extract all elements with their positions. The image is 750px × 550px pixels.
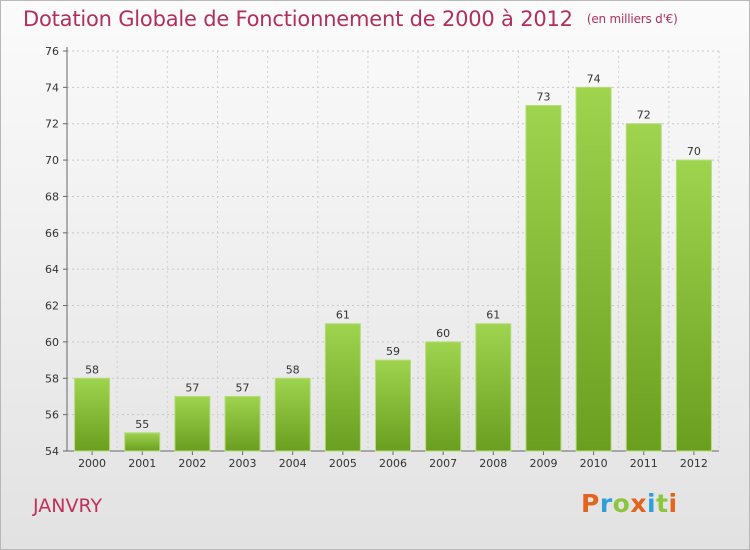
x-tick-label: 2004 <box>279 457 307 470</box>
y-tick-label: 56 <box>45 409 59 422</box>
x-tick-label: 2006 <box>379 457 407 470</box>
x-tick-label: 2003 <box>229 457 257 470</box>
y-tick-label: 54 <box>45 445 59 458</box>
bar-value-label: 60 <box>436 327 450 340</box>
y-tick-label: 58 <box>45 372 59 385</box>
bar-2001 <box>124 432 161 452</box>
y-tick-label: 76 <box>45 45 59 58</box>
x-tick-label: 2002 <box>178 457 206 470</box>
y-tick-label: 72 <box>45 118 59 131</box>
bar-2012 <box>675 159 712 452</box>
x-tick-label: 2008 <box>479 457 507 470</box>
bar-2004 <box>274 377 311 452</box>
logo-letter: P <box>581 489 600 518</box>
bar-value-label: 57 <box>236 381 250 394</box>
logo-letter: i <box>668 489 678 518</box>
bar-2006 <box>375 359 411 452</box>
bar-value-label: 74 <box>587 72 601 85</box>
chart-title-text: Dotation Globale de Fonctionnement de 20… <box>23 7 573 31</box>
x-tick-label: 2010 <box>580 457 608 470</box>
bar-value-label: 61 <box>336 309 350 322</box>
bar-value-label: 73 <box>536 91 550 104</box>
bar-2011 <box>625 123 662 452</box>
bar-2009 <box>525 105 562 452</box>
bar-layer <box>74 86 712 452</box>
bar-2002 <box>174 395 211 452</box>
chart-title: Dotation Globale de Fonctionnement de 20… <box>23 7 678 31</box>
y-tick-label: 68 <box>45 190 59 203</box>
y-tick-label: 70 <box>45 154 59 167</box>
bar-2003 <box>224 395 261 452</box>
y-tick-label: 64 <box>45 263 59 276</box>
bar-value-label: 70 <box>687 145 701 158</box>
y-tick-label: 74 <box>45 81 59 94</box>
bar-value-label: 61 <box>486 309 500 322</box>
x-tick-label: 2005 <box>329 457 357 470</box>
label-layer: 58 55 57 57 58 61 59 60 61 73 74 72 70 <box>85 72 701 430</box>
bar-2005 <box>324 323 361 452</box>
logo-letter: x <box>630 489 647 518</box>
bar-value-label: 55 <box>135 418 149 431</box>
bar-value-label: 72 <box>637 109 651 122</box>
x-tick-label: 2001 <box>128 457 156 470</box>
x-tick-label: 2012 <box>680 457 708 470</box>
bar-2010 <box>575 86 612 452</box>
y-tick-label: 62 <box>45 300 59 313</box>
commune-name: JANVRY <box>33 495 103 517</box>
x-tick-label: 2007 <box>429 457 457 470</box>
x-tick-label: 2011 <box>630 457 658 470</box>
logo-letter: o <box>612 489 631 518</box>
bar-2000 <box>74 377 111 452</box>
proxiti-logo[interactable]: Proxiti <box>581 489 678 518</box>
axis-layer: 54 56 58 60 62 64 66 68 70 72 74 76 2000 2001 2002 2003… <box>45 45 719 470</box>
bar-2008 <box>475 323 512 452</box>
y-tick-label: 60 <box>45 336 59 349</box>
bar-value-label: 59 <box>386 345 400 358</box>
x-tick-label: 2000 <box>78 457 106 470</box>
bar-value-label: 58 <box>85 363 99 376</box>
logo-letter: r <box>599 489 613 518</box>
bar-value-label: 58 <box>286 363 300 376</box>
logo-letter: i <box>647 489 657 518</box>
logo-letter: t <box>656 489 669 518</box>
bar-2007 <box>425 341 462 452</box>
bar-value-label: 57 <box>185 381 199 394</box>
chart-subtitle: (en milliers d'€) <box>586 12 678 26</box>
x-tick-label: 2009 <box>529 457 557 470</box>
y-tick-label: 66 <box>45 227 59 240</box>
